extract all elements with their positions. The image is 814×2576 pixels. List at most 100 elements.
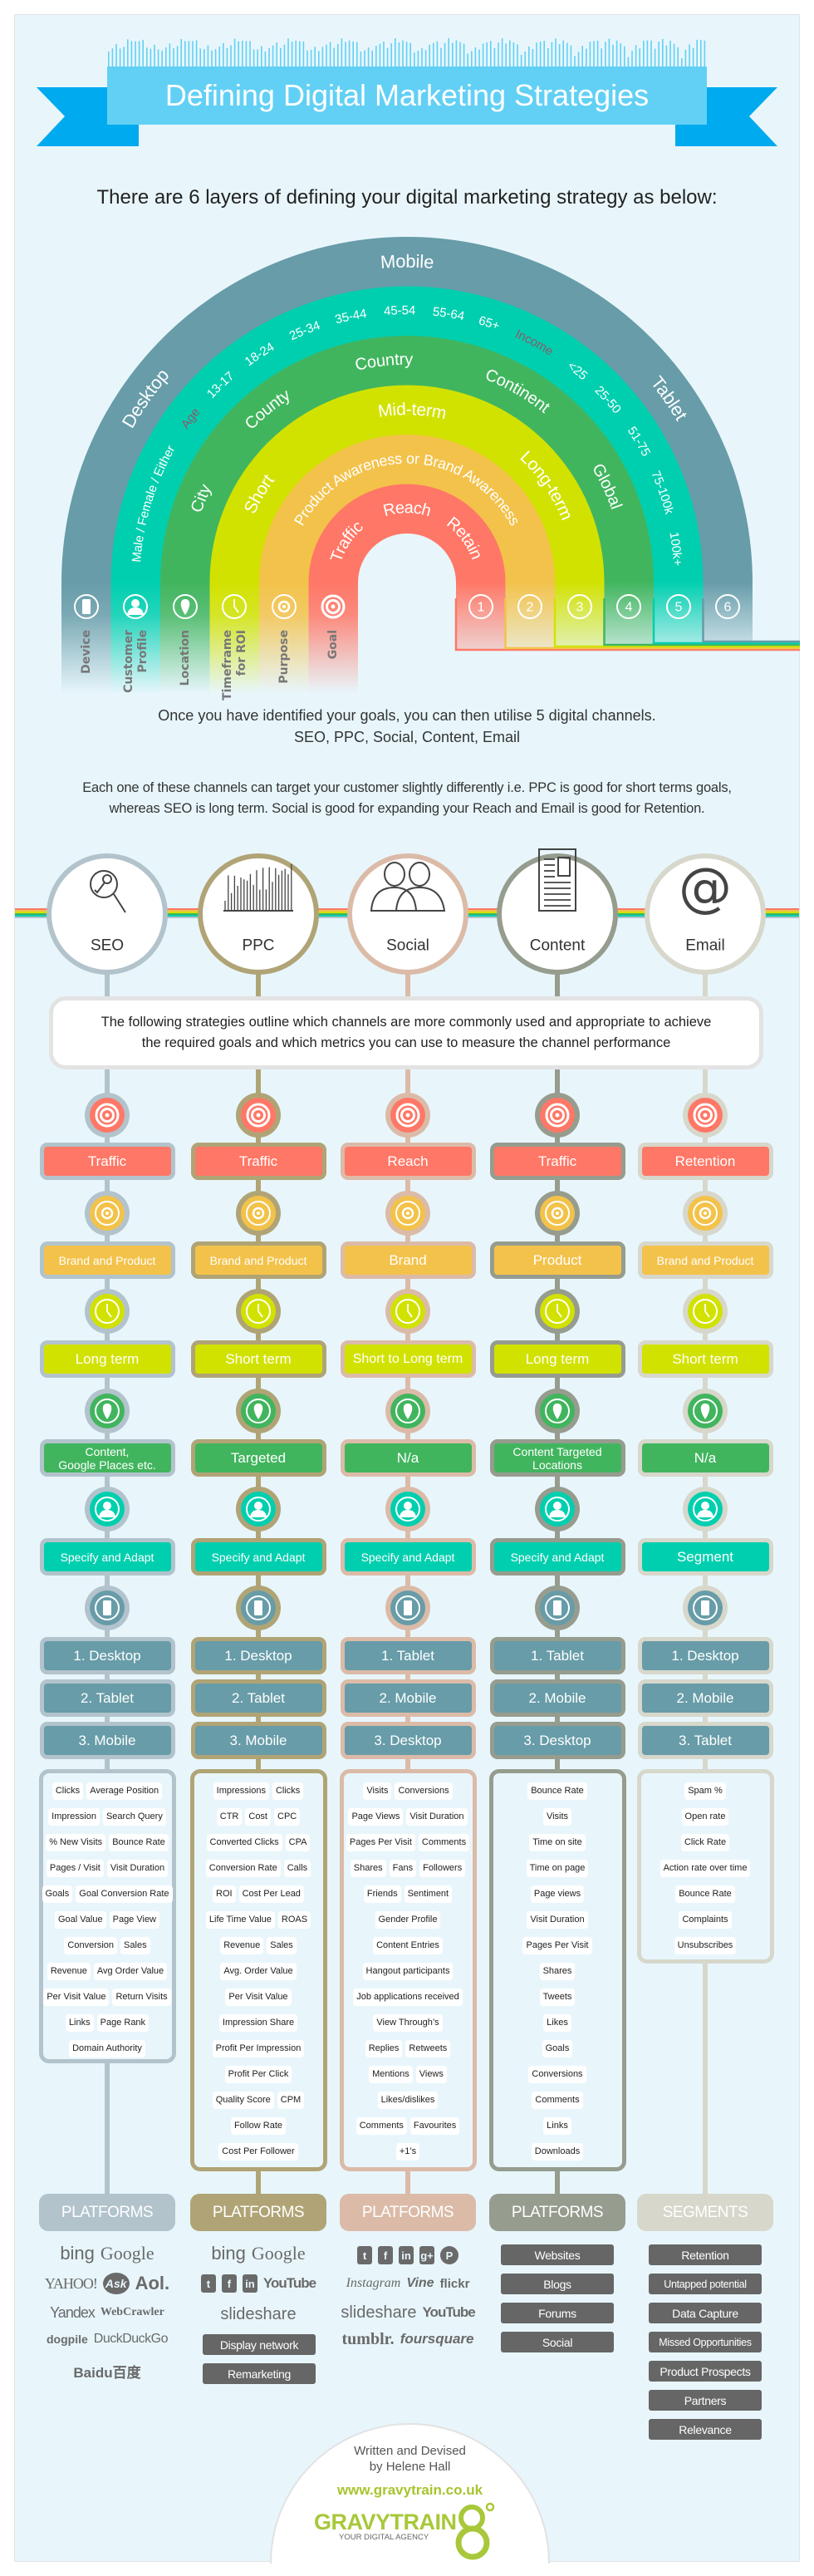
metrics-row: Tweets [493,1989,622,2014]
channel-circle[interactable] [497,853,618,975]
banner-bar [482,43,484,66]
metric-tag: Average Position [86,1782,163,1800]
pill-device-rank: 2. Tablet [39,1679,175,1717]
metric-tag: Visit Duration [527,1911,588,1929]
platform-button[interactable]: Websites [501,2244,614,2265]
platform-logo: slideshare [220,2304,297,2323]
intro-paragraph-line-2: whereas SEO is long term. Social is good… [109,801,705,816]
banner-bar [551,42,553,66]
pill-profile: Specify and Adapt [489,1538,625,1576]
location-pin-icon [236,1389,281,1433]
purpose-icon [535,1191,580,1236]
metric-tag: Sales [267,1937,297,1954]
pill-device-rank: 1. Desktop [190,1637,326,1674]
channel-circle[interactable] [198,853,319,975]
platform-logo: bing [211,2243,246,2264]
pill-profile: Segment [637,1538,773,1576]
platform-button[interactable]: Display network [203,2334,316,2355]
person-icon [123,594,148,619]
clock-icon [385,1289,430,1334]
metrics-row: Follow Rate [194,2117,323,2143]
banner-bar [539,42,542,66]
banner-bar [375,46,377,66]
rainbow-center [358,533,456,583]
platform-button[interactable]: Partners [649,2390,762,2411]
platform-logo: Google [100,2243,154,2264]
platform-button[interactable]: Blogs [501,2274,614,2294]
metrics-row: Clicks Average Position [43,1782,172,1808]
platform-button[interactable]: Forums [501,2303,614,2323]
banner-bar [115,44,117,66]
rainbow-band [308,484,506,583]
banner-bar [379,43,381,66]
website-link[interactable]: www.gravytrain.co.uk [336,2482,483,2498]
platform-button[interactable]: Remarketing [203,2363,316,2384]
intro-line-1: Once you have identified your goals, you… [158,707,656,724]
platform-button[interactable]: Product Prospects [649,2361,762,2382]
metrics-row: Quality Score CPM [194,2092,323,2117]
metrics-row: ROI Cost Per Lead [194,1885,323,1911]
banner-bar [624,46,625,66]
device-icon [385,1585,430,1630]
banner-bar [577,52,580,66]
metrics-row: Gender Profile [344,1911,473,1937]
channel-circle[interactable] [347,853,468,975]
purpose-icon [385,1191,430,1236]
platform-logo: Baidu百度 [73,2364,141,2381]
rainbow-leg-outline [504,598,800,650]
metric-tag: Visits [542,1808,572,1826]
metric-tag: Hangout participants [362,1963,454,1980]
metrics-row: Profit Per Impression [194,2040,323,2066]
metrics-row: Complaints [641,1911,770,1937]
metrics-row: Per Visit Value [194,1989,323,2014]
layer-number: 5 [675,601,683,615]
banner-bar [669,41,671,66]
section-header: PLATFORMS [39,2194,175,2231]
channel-circle[interactable] [645,853,766,975]
metric-tag: Revenue [220,1937,264,1954]
platform-button[interactable]: Data Capture [649,2303,762,2323]
google-plus-icon: g+ [419,2246,434,2264]
banner-bar [474,47,477,66]
channel-name: PPC [242,937,274,955]
device-icon [74,594,99,619]
metric-tag: Comments [356,2117,407,2135]
metric-tag: Time on page [526,1860,589,1877]
pill-purpose: Brand and Product [39,1241,175,1279]
banner-bar [543,41,545,66]
platform-button[interactable]: Social [501,2332,614,2352]
clock-icon [535,1289,580,1334]
layer-number: 2 [527,601,534,615]
pill-location: Content Targeted Locations [489,1439,625,1477]
twitter-icon: t [357,2246,372,2264]
platform-logo: Google [251,2243,306,2264]
channel-circle[interactable] [47,853,168,975]
platform-button[interactable]: Retention [649,2244,762,2265]
platform-button[interactable]: Untapped potential [649,2274,762,2294]
banner-bar [123,47,125,66]
banner-bar [108,52,110,66]
platform-button[interactable]: Missed Opportunities [649,2332,762,2352]
metric-tag: Mentions [369,2066,413,2083]
pill-timeframe: Short term [637,1340,773,1378]
metric-tag: Goals [542,2040,573,2057]
banner-bar [463,43,465,66]
metric-tag: Sales [120,1937,150,1954]
metric-tag: Quality Score [212,2092,274,2109]
logo-text: GRAVYTRAIN [314,2510,457,2534]
platform-button[interactable]: Relevance [649,2419,762,2440]
section-header: PLATFORMS [190,2194,326,2231]
metric-tag: Pages / Visit [46,1860,104,1877]
banner-bar [188,41,190,66]
metric-tag: Conversions [395,1782,453,1800]
metrics-row: Links [493,2117,622,2143]
metric-tag: Pages Per Visit [522,1937,592,1954]
banner-bar [665,45,668,66]
metric-tag: Unsubscribes [674,1937,737,1954]
banner-bar [280,47,282,66]
metric-tag: Conversions [528,2066,586,2083]
metric-tag: CPM [277,2092,305,2109]
pill-goal: Traffic [489,1143,625,1180]
metrics-row: Shares [493,1963,622,1989]
banner-bar [169,43,171,66]
